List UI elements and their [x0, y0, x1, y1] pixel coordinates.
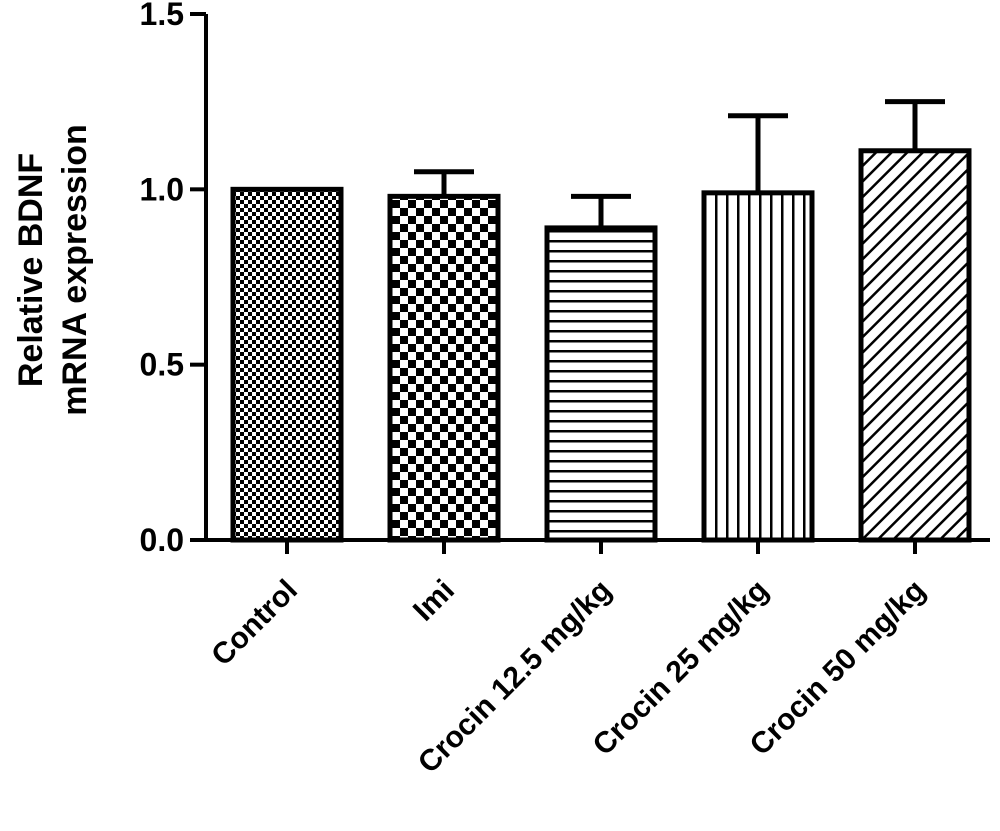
bar-2	[387, 193, 501, 543]
bar-4	[701, 190, 815, 543]
y-tick-label-2: 0.5	[140, 347, 184, 383]
x-tick-label-1: Control	[205, 574, 304, 673]
bar-3	[544, 225, 658, 543]
x-tick-label-5: Crocin 50 mg/kg	[744, 574, 932, 762]
y-axis-title-line1: Relative BDNF	[12, 153, 50, 387]
bar-5	[858, 148, 972, 543]
axes-layer	[190, 12, 990, 554]
y-tick-label-3: 1.0	[140, 171, 184, 207]
y-tick-label-1: 0.0	[140, 522, 184, 558]
bar-1	[230, 186, 344, 543]
x-tick-label-4: Crocin 25 mg/kg	[587, 574, 775, 762]
y-axis-title: Relative BDNF mRNA expression	[12, 124, 94, 416]
x-tick-label-2: Imi	[407, 574, 461, 628]
error-bars-layer	[414, 99, 945, 228]
y-axis-title-line2: mRNA expression	[56, 124, 94, 416]
y-tick-label-4: 1.5	[140, 0, 184, 32]
